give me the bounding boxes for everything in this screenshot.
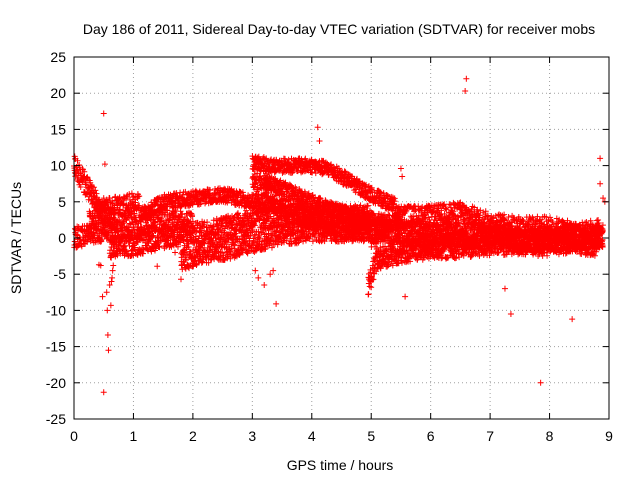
data-point <box>92 207 99 214</box>
data-point <box>213 190 220 197</box>
data-point <box>212 191 219 198</box>
data-point <box>131 196 138 203</box>
data-point <box>131 210 138 217</box>
data-point <box>132 199 139 206</box>
data-point <box>86 186 93 193</box>
data-point <box>93 190 100 197</box>
data-point <box>116 194 123 201</box>
data-point <box>136 193 143 200</box>
data-point <box>128 190 135 197</box>
data-point <box>136 202 143 209</box>
data-points <box>71 75 608 396</box>
data-point <box>207 187 214 194</box>
data-point <box>192 187 199 194</box>
data-point <box>120 201 127 208</box>
data-point <box>92 187 99 194</box>
data-point <box>101 209 108 216</box>
data-point <box>126 191 133 198</box>
data-point <box>74 157 81 164</box>
data-point <box>189 201 196 208</box>
data-point <box>77 184 84 191</box>
chart-title: Day 186 of 2011, Sidereal Day-to-day VTE… <box>83 21 595 37</box>
data-point <box>90 184 97 191</box>
data-point <box>95 208 102 215</box>
data-point <box>155 195 162 202</box>
data-point <box>98 201 105 208</box>
